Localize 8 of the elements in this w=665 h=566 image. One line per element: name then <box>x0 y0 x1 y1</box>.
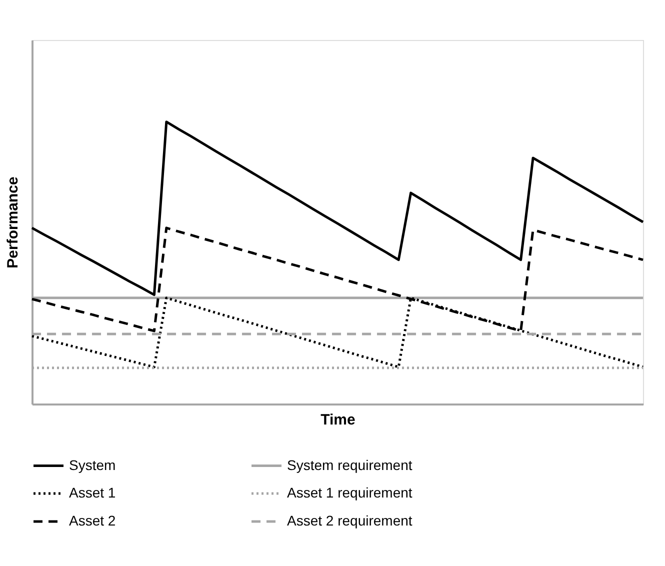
legend-label: Asset 1 requirement <box>287 484 412 500</box>
legend-label: Asset 1 <box>69 484 116 500</box>
y-axis-title: Performance <box>4 176 22 268</box>
legend-label: System requirement <box>287 456 412 473</box>
legend-label: System <box>69 456 116 473</box>
legend-label: Asset 2 <box>69 512 116 528</box>
legend-label: Asset 2 requirement <box>287 512 412 528</box>
x-axis-title: Time <box>320 412 356 428</box>
